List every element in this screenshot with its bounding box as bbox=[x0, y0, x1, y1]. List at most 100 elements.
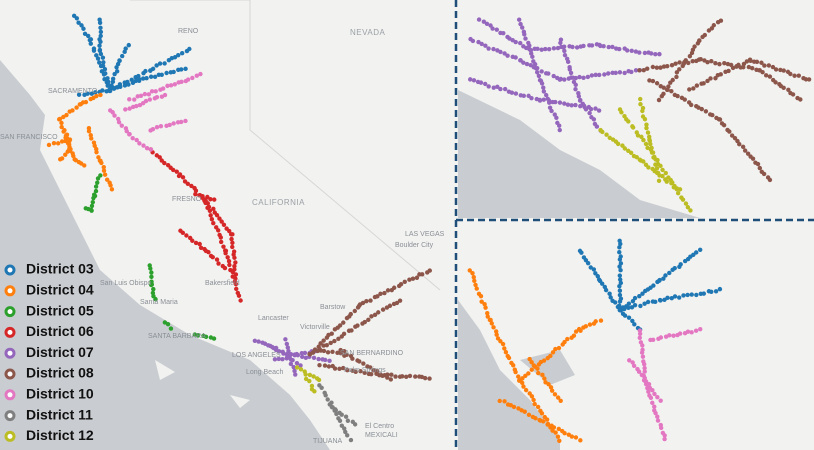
sensor-dot bbox=[123, 107, 128, 112]
sensor-dot bbox=[227, 228, 232, 234]
sensor-dot bbox=[238, 298, 243, 303]
sensor-dot bbox=[135, 94, 140, 99]
sensor-dot bbox=[83, 99, 89, 105]
sensor-dot bbox=[534, 70, 540, 75]
sensor-dot bbox=[339, 412, 344, 417]
sensor-dot bbox=[194, 73, 200, 78]
sensor-dot bbox=[535, 46, 540, 52]
sensor-dot bbox=[101, 164, 106, 170]
sensor-dot bbox=[51, 140, 57, 146]
sensor-dot bbox=[332, 366, 338, 371]
sensor-dot bbox=[581, 75, 586, 81]
sensor-dot bbox=[617, 307, 622, 313]
sensor-dot bbox=[362, 370, 367, 376]
sensor-dot bbox=[76, 92, 82, 97]
sensor-dot bbox=[216, 261, 221, 266]
sensor-dot bbox=[88, 41, 93, 46]
sensor-dot bbox=[646, 381, 652, 387]
sensor-dot bbox=[345, 368, 350, 373]
sensor-dot bbox=[360, 300, 366, 306]
sensor-dot bbox=[323, 393, 328, 398]
sensor-dot bbox=[420, 272, 425, 277]
sensor-dot bbox=[467, 268, 472, 273]
sensor-dot bbox=[666, 84, 671, 89]
sensor-dot bbox=[55, 141, 61, 146]
sensor-dot bbox=[562, 77, 567, 82]
sensor-dot bbox=[531, 397, 536, 403]
sensor-dot bbox=[709, 289, 714, 294]
sensor-dot bbox=[642, 375, 647, 381]
sensor-dot bbox=[637, 335, 642, 341]
sensor-dot bbox=[91, 46, 97, 51]
sensor-dot bbox=[211, 336, 217, 341]
ocean-inset bbox=[458, 90, 700, 218]
sensor-dot bbox=[722, 60, 727, 66]
sensor-dot bbox=[76, 20, 81, 25]
sensor-dot bbox=[502, 346, 507, 351]
sensor-dot bbox=[280, 357, 285, 362]
sensor-dot bbox=[198, 245, 204, 250]
sensor-dot bbox=[737, 141, 742, 147]
sensor-dot bbox=[803, 77, 809, 82]
sensor-dot bbox=[640, 291, 645, 296]
sensor-dot bbox=[316, 356, 321, 362]
place-label: Palm Springs bbox=[344, 367, 386, 374]
sensor-dot bbox=[162, 61, 167, 66]
sensor-dot bbox=[352, 308, 358, 314]
sensor-dot bbox=[529, 359, 534, 365]
sensor-dot bbox=[696, 57, 702, 62]
place-label: FRESNO bbox=[172, 196, 202, 203]
sensor-dot bbox=[149, 274, 154, 280]
sensor-dot bbox=[393, 374, 398, 379]
sensor-dot bbox=[221, 222, 227, 227]
sensor-dot bbox=[557, 123, 562, 128]
sensor-dot bbox=[669, 295, 674, 301]
sensor-dot bbox=[617, 273, 623, 278]
sensor-dot bbox=[233, 260, 238, 265]
place-label: El Centro bbox=[365, 423, 394, 430]
sensor-dot bbox=[82, 163, 87, 168]
sensor-dot bbox=[766, 63, 772, 68]
sensor-dot bbox=[552, 112, 557, 117]
sensor-dot bbox=[556, 345, 562, 351]
sensor-dot bbox=[338, 350, 343, 356]
sensor-dot bbox=[653, 162, 658, 167]
sensor-dot bbox=[620, 143, 625, 148]
sensor-dot bbox=[606, 71, 611, 76]
sensor-dot bbox=[744, 59, 750, 64]
sensor-dot bbox=[594, 124, 600, 129]
sensor-dot bbox=[513, 55, 518, 60]
sensor-dot bbox=[653, 299, 658, 305]
sensor-dot bbox=[202, 246, 207, 252]
sensor-dot bbox=[205, 201, 211, 206]
sensor-dot bbox=[701, 291, 707, 296]
sensor-dot bbox=[607, 135, 612, 141]
sensor-dot bbox=[610, 44, 615, 50]
sensor-dot bbox=[385, 288, 391, 293]
place-labels: NEVADA CALIFORNIA RENO SACRAMENTO SAN FRANCI… bbox=[0, 28, 445, 445]
sensor-dot bbox=[667, 270, 672, 276]
sensor-dot bbox=[757, 68, 762, 73]
sensor-dot bbox=[57, 116, 63, 122]
sensor-dot bbox=[523, 387, 529, 393]
sensor-dot bbox=[332, 338, 337, 344]
sensor-dot bbox=[678, 262, 683, 267]
sensor-dot bbox=[602, 284, 608, 290]
sensor-dot bbox=[650, 387, 655, 393]
sensor-dot bbox=[171, 69, 176, 75]
sensor-dot bbox=[555, 434, 561, 439]
sensor-dot bbox=[322, 363, 328, 368]
sensor-dot bbox=[658, 425, 664, 431]
sensor-dot bbox=[413, 374, 418, 379]
sensor-dot bbox=[655, 394, 660, 400]
sensor-dot bbox=[142, 91, 148, 97]
sensor-dot bbox=[414, 275, 420, 280]
sensor-dot bbox=[165, 83, 170, 89]
sensor-dot bbox=[236, 293, 242, 298]
sensor-dot bbox=[190, 75, 195, 81]
sensor-dot bbox=[648, 51, 654, 56]
sensor-dot bbox=[685, 329, 691, 334]
sensor-dot bbox=[309, 383, 315, 389]
sensor-dot bbox=[662, 433, 667, 438]
sensor-dot bbox=[355, 323, 360, 328]
